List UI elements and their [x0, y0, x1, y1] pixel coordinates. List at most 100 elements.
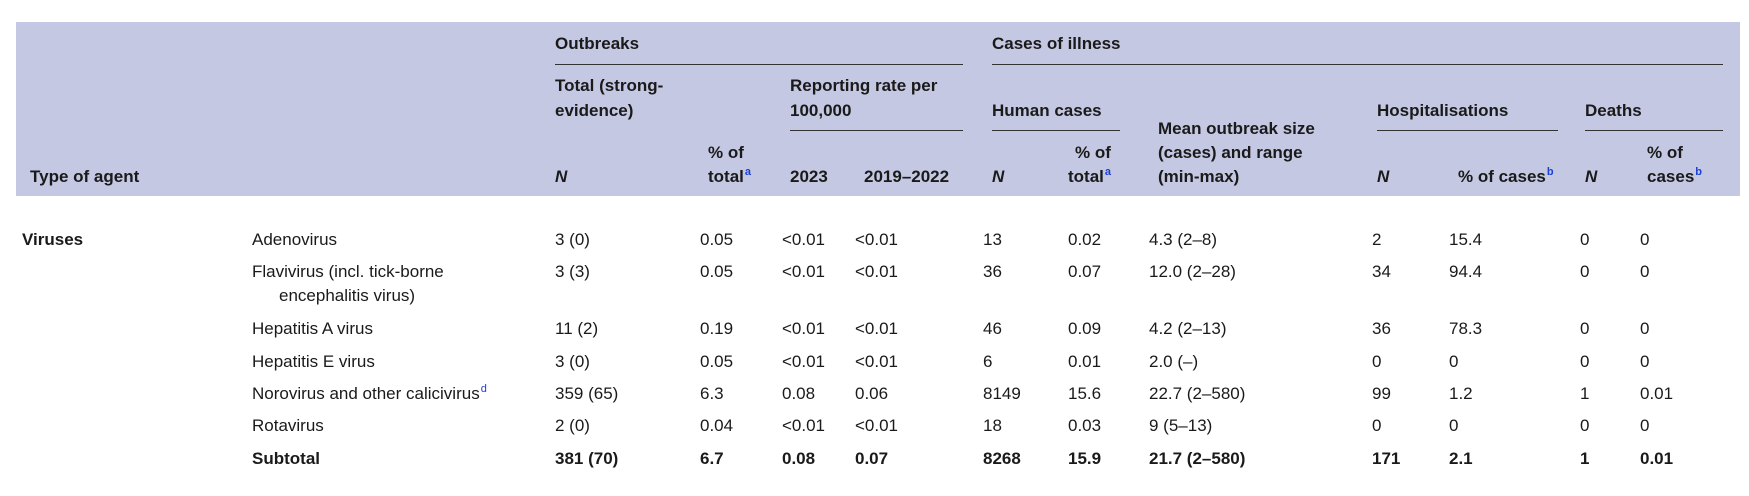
cell-rate-2023: <0.01	[782, 352, 826, 371]
human-cases-rule	[992, 130, 1120, 131]
col-cases-pct-1: % of	[1075, 143, 1111, 162]
cell-deaths-pct: 0	[1640, 262, 1650, 281]
cell-hosp-pct: 15.4	[1449, 230, 1483, 249]
cell-mean: 12.0 (2–28)	[1149, 262, 1236, 281]
cell-mean: 9 (5–13)	[1149, 416, 1213, 435]
cases-rule	[992, 64, 1723, 65]
cell-rate-2023: 0.08	[782, 449, 816, 468]
cell-mean: 4.3 (2–8)	[1149, 230, 1218, 249]
group-deaths: Deaths	[1585, 101, 1642, 120]
cell-hosp-pct: 2.1	[1449, 449, 1473, 468]
group-label-viruses: Viruses	[22, 230, 84, 249]
group-human-cases: Human cases	[992, 101, 1102, 120]
col-type-of-agent: Type of agent	[30, 167, 140, 186]
cell-cases-pct: 0.01	[1068, 352, 1102, 371]
cell-cases-n: 13	[983, 230, 1002, 249]
cell-total: 359 (65)	[555, 384, 619, 403]
cell-mean: 22.7 (2–580)	[1149, 384, 1246, 403]
cell-rate-2019: <0.01	[855, 319, 899, 338]
cell-deaths-n: 0	[1580, 319, 1590, 338]
cell-rate-2023: 0.08	[782, 384, 816, 403]
cell-deaths-pct: 0	[1640, 416, 1650, 435]
cell-mean: 21.7 (2–580)	[1149, 449, 1246, 468]
cell-cases-pct: 0.02	[1068, 230, 1102, 249]
cell-mean: 2.0 (–)	[1149, 352, 1199, 371]
cell-cases-n: 18	[983, 416, 1002, 435]
cell-mean: 4.2 (2–13)	[1149, 319, 1227, 338]
cell-rate-2019: <0.01	[855, 416, 899, 435]
cell-total: 381 (70)	[555, 449, 619, 468]
cell-hosp-n: 36	[1372, 319, 1391, 338]
col-mean-3: (min-max)	[1158, 167, 1240, 186]
cell-rate-2019: 0.07	[855, 449, 889, 468]
cell-deaths-pct: 0.01	[1640, 384, 1674, 403]
cell-hosp-pct: 1.2	[1449, 384, 1473, 403]
group-cases-of-illness: Cases of illness	[992, 34, 1121, 53]
cell-deaths-pct: 0	[1640, 230, 1650, 249]
agent-name-continued: encephalitis virus)	[279, 286, 416, 305]
cell-total: 2 (0)	[555, 416, 590, 435]
cell-cases-pct: 0.07	[1068, 262, 1102, 281]
cell-rate-2019: 0.06	[855, 384, 889, 403]
agent-name: Flavivirus (incl. tick-borne	[252, 262, 444, 281]
cell-pct-total: 0.04	[700, 416, 734, 435]
cell-pct-total: 0.05	[700, 352, 734, 371]
cell-cases-pct: 15.6	[1068, 384, 1102, 403]
col-2023: 2023	[790, 167, 828, 186]
cell-hosp-n: 34	[1372, 262, 1391, 281]
cell-pct-total: 0.19	[700, 319, 734, 338]
reporting-rate-rule	[790, 130, 963, 131]
outbreaks-rule	[555, 64, 963, 65]
subtotal-label: Subtotal	[252, 449, 320, 468]
cell-deaths-n: 1	[1580, 384, 1590, 403]
cell-pct-total: 6.3	[700, 384, 724, 403]
cell-deaths-pct: 0	[1640, 319, 1650, 338]
deaths-rule	[1585, 130, 1723, 131]
agent-name: Adenovirus	[252, 230, 338, 249]
col-reporting-rate-2: 100,000	[790, 101, 852, 120]
col-deaths-n: N	[1585, 167, 1598, 186]
cell-cases-n: 6	[983, 352, 993, 371]
cell-rate-2019: <0.01	[855, 262, 899, 281]
agent-name: Hepatitis E virus	[252, 352, 375, 371]
cell-deaths-n: 0	[1580, 352, 1590, 371]
col-total-strong-2: evidence)	[555, 101, 634, 120]
cell-hosp-n: 171	[1372, 449, 1401, 468]
cell-rate-2019: <0.01	[855, 230, 899, 249]
footnote-b[interactable]: b	[1546, 166, 1554, 179]
cell-hosp-n: 99	[1372, 384, 1391, 403]
cell-pct-total: 6.7	[700, 449, 724, 468]
cell-deaths-n: 0	[1580, 416, 1590, 435]
col-cases-pct: totala	[1068, 166, 1112, 186]
cell-hosp-pct: 94.4	[1449, 262, 1483, 281]
cell-hosp-pct: 0	[1449, 416, 1459, 435]
agent-name: Norovirus and other calicivirusd	[252, 383, 487, 403]
footnote-a[interactable]: a	[744, 166, 752, 179]
col-pct-total: totala	[708, 166, 752, 186]
cell-rate-2023: <0.01	[782, 319, 826, 338]
cell-cases-n: 8268	[983, 449, 1021, 468]
cell-cases-n: 36	[983, 262, 1002, 281]
table-header	[16, 22, 1740, 196]
agent-name: Rotavirus	[252, 416, 324, 435]
cell-total: 3 (0)	[555, 230, 590, 249]
footnote-a[interactable]: a	[1104, 166, 1112, 179]
col-pct-total-1: % of	[708, 143, 744, 162]
footnote-b[interactable]: b	[1695, 166, 1703, 179]
col-hosp-pct: % of casesb	[1458, 166, 1554, 186]
cell-hosp-pct: 0	[1449, 352, 1459, 371]
group-hospitalisations: Hospitalisations	[1377, 101, 1509, 120]
cell-total: 3 (0)	[555, 352, 590, 371]
cell-total: 11 (2)	[555, 319, 599, 338]
cell-hosp-n: 2	[1372, 230, 1382, 249]
col-mean-1: Mean outbreak size	[1158, 119, 1315, 138]
cell-hosp-n: 0	[1372, 352, 1382, 371]
cell-cases-pct: 0.03	[1068, 416, 1102, 435]
cell-total: 3 (3)	[555, 262, 590, 281]
cell-pct-total: 0.05	[700, 262, 734, 281]
cell-deaths-n: 0	[1580, 230, 1590, 249]
cell-rate-2023: <0.01	[782, 416, 826, 435]
col-deaths-pct: casesb	[1647, 166, 1703, 186]
footnote-d[interactable]: d	[480, 383, 487, 396]
cell-pct-total: 0.05	[700, 230, 734, 249]
